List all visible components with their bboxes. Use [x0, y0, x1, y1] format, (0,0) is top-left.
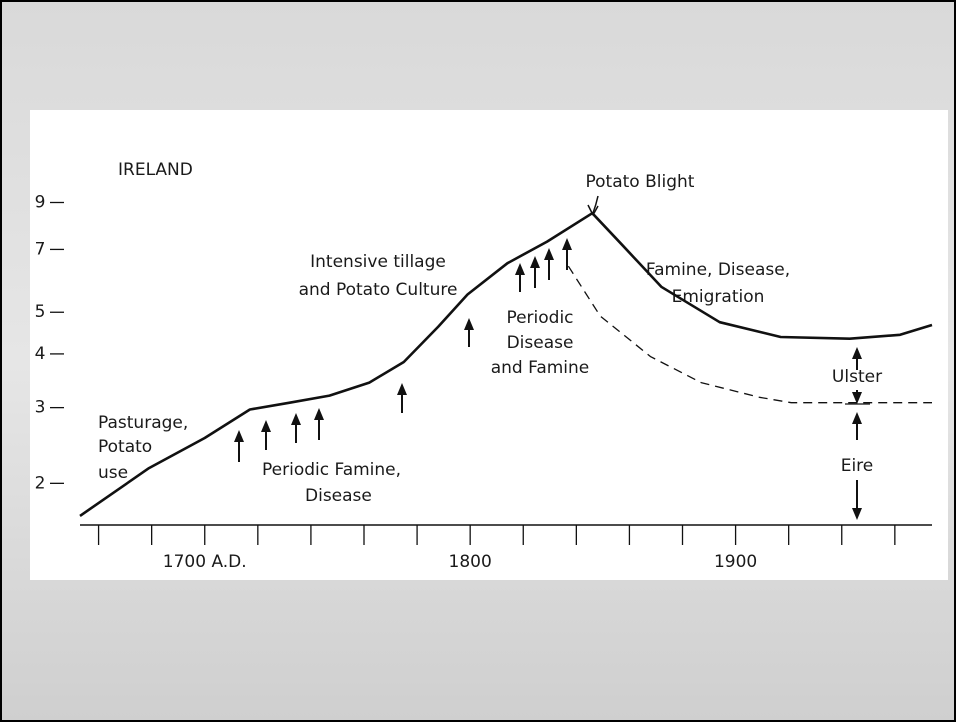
arrow-head: [852, 508, 862, 520]
arrow-head: [397, 383, 407, 395]
annotation: Emigration: [672, 287, 765, 307]
y-tick-label: 2: [35, 473, 46, 493]
arrow-head: [852, 347, 862, 359]
annotations: Potato Blight Intensive tillage and Pota…: [98, 172, 882, 506]
arrow-line: [592, 195, 599, 214]
annotation: Pasturage,: [98, 413, 188, 433]
x-tick-label: 1900: [714, 552, 757, 572]
y-tick-label: 3: [35, 398, 46, 418]
annotation: Periodic Famine,: [262, 460, 401, 480]
arrow-head: [852, 412, 862, 424]
arrow-head: [464, 318, 474, 330]
arrow-head: [515, 263, 525, 275]
chart-title: IRELAND: [118, 160, 193, 180]
y-tick-label: 4: [35, 344, 46, 364]
annotation: Potato: [98, 437, 152, 457]
x-tick-label: 1700 A.D.: [163, 552, 247, 572]
arrow-head: [530, 256, 540, 268]
y-tick-label: 9: [35, 192, 46, 212]
annotation: Disease: [305, 486, 372, 506]
arrows: [234, 195, 870, 520]
y-tick-label: 7: [35, 239, 46, 259]
series-line: [567, 265, 932, 404]
arrow-head: [291, 413, 301, 425]
arrow-head: [314, 408, 324, 420]
annotation: use: [98, 463, 128, 483]
annotation: Eire: [841, 456, 874, 476]
annotation: Famine, Disease,: [646, 260, 790, 280]
annotation: Potato Blight: [586, 172, 695, 192]
series-line: [79, 211, 933, 517]
annotation: Intensive tillage: [310, 252, 446, 272]
annotation: Ulster: [832, 367, 882, 387]
y-tick-label: 5: [35, 302, 46, 322]
arrow-head: [234, 430, 244, 442]
chart-panel: [30, 110, 948, 580]
arrow-head: [562, 238, 572, 250]
x-tick-label: 1800: [449, 552, 492, 572]
arrow-head: [261, 420, 271, 432]
annotation: and Potato Culture: [299, 280, 458, 300]
arrow-head: [852, 392, 862, 404]
annotation: Periodic: [506, 308, 573, 328]
annotation: and Famine: [491, 358, 590, 378]
arrow-head: [544, 248, 554, 260]
annotation: Disease: [507, 333, 574, 353]
